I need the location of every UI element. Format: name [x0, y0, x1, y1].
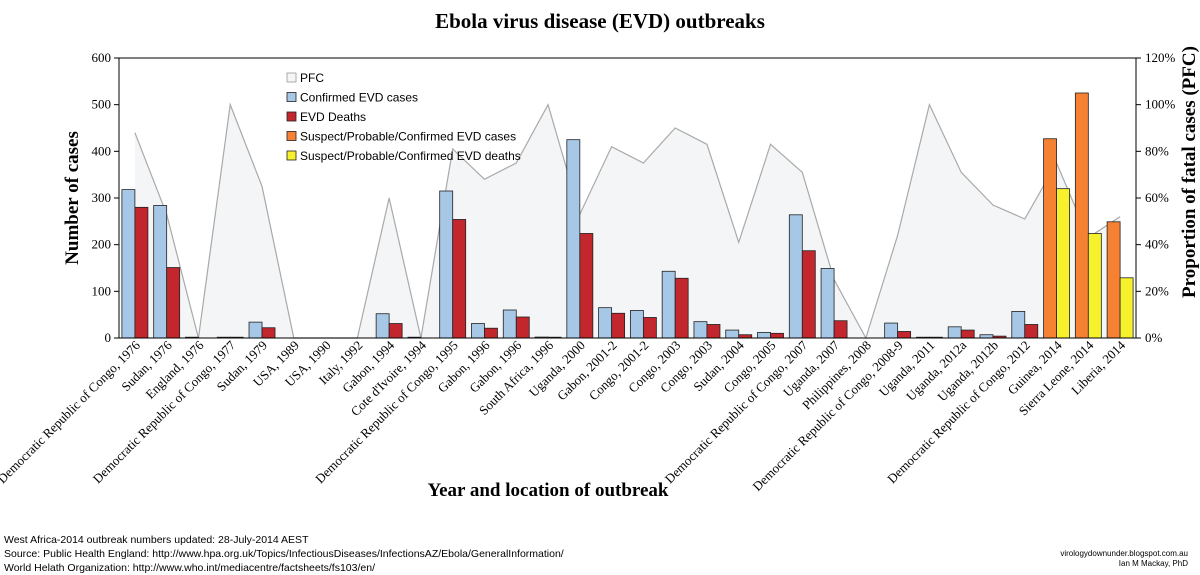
bar-evd-deaths — [579, 233, 594, 339]
bar-evd-deaths — [706, 324, 721, 339]
y-tick-label: 200 — [92, 237, 112, 252]
bar-confirmed-cases — [947, 326, 962, 339]
bar-evd-deaths — [261, 327, 276, 339]
bar-confirmed-cases — [471, 323, 485, 339]
y-tick-label: 500 — [92, 97, 112, 112]
legend-pfc-label: PFC — [300, 71, 324, 85]
bar-evd-deaths — [166, 267, 181, 339]
bar-evd-deaths — [1024, 324, 1039, 339]
bar-confirmed-cases — [693, 321, 708, 339]
bar-evd-deaths — [674, 277, 689, 339]
y2-tick-label: 120% — [1145, 50, 1176, 65]
bar-suspect-cases — [1106, 221, 1121, 339]
bar-confirmed-cases — [502, 309, 517, 339]
legend-pfc-swatch — [286, 72, 297, 83]
bar-evd-deaths — [770, 332, 784, 339]
bar-confirmed-cases — [153, 205, 168, 339]
bar-evd-deaths — [833, 320, 848, 339]
y2-tick-label: 0% — [1145, 330, 1163, 345]
bar-evd-deaths — [134, 206, 149, 339]
bar-evd-deaths — [484, 327, 498, 339]
bar-suspect-deaths — [1087, 233, 1102, 339]
y-tick-label: 400 — [92, 143, 112, 158]
y-tick-label: 100 — [92, 283, 112, 298]
y2-tick-label: 40% — [1145, 237, 1169, 252]
x-axis-title: Year and location of outbreak — [427, 480, 668, 501]
bar-confirmed-cases — [598, 307, 613, 339]
bar-confirmed-cases — [248, 321, 263, 339]
bar-suspect-cases — [1074, 92, 1089, 339]
plot-area: 0 100 200 300 400 500 600 0% 20% 40% 60% 80% 100% 120… — [0, 50, 1176, 494]
bar-confirmed-cases — [1011, 310, 1026, 339]
y-tick-label: 0 — [105, 330, 112, 345]
bar-suspect-deaths — [1056, 188, 1070, 339]
bar-evd-deaths — [960, 329, 975, 339]
bar-suspect-deaths — [1119, 277, 1134, 339]
bar-confirmed-cases — [757, 331, 771, 339]
legend-evd-deaths-label: EVD Deaths — [300, 110, 366, 124]
legend-suspect-deaths-swatch — [286, 150, 297, 161]
bar-confirmed-cases — [788, 214, 803, 339]
legend-suspect-cases-swatch — [286, 131, 297, 141]
y2-tick-label: 20% — [1145, 283, 1169, 298]
legend-suspect-deaths-label: Suspect/Probable/Confirmed EVD deaths — [300, 149, 521, 163]
bar-evd-deaths — [452, 219, 467, 339]
y2-tick-label: 100% — [1145, 97, 1176, 112]
bar-confirmed-cases — [725, 329, 740, 339]
bar-confirmed-cases — [439, 190, 454, 339]
bar-confirmed-cases — [820, 268, 835, 339]
footer-source-phe: Source: Public Health England: http://ww… — [4, 548, 564, 560]
legend-confirmed-cases-label: Confirmed EVD cases — [300, 91, 418, 105]
y2-tick-label: 60% — [1145, 190, 1169, 205]
credit-site: virologydownunder.blogspot.com.au — [1060, 549, 1188, 558]
legend-suspect-cases-label: Suspect/Probable/Confirmed EVD cases — [300, 130, 516, 144]
bar-confirmed-cases — [566, 139, 581, 339]
bar-confirmed-cases — [121, 189, 136, 339]
bar-evd-deaths — [801, 250, 816, 339]
bar-suspect-cases — [1043, 138, 1057, 339]
y-tick-label: 300 — [92, 190, 112, 205]
footer-source-who: World Helath Organization: http://www.wh… — [4, 562, 375, 574]
bar-confirmed-cases — [375, 313, 390, 339]
footer-update-note: West Africa-2014 outbreak numbers update… — [4, 534, 309, 546]
credit: virologydownunder.blogspot.com.au Ian M … — [1060, 549, 1188, 569]
bar-confirmed-cases — [884, 322, 899, 339]
chart-title: Ebola virus disease (EVD) outbreaks — [435, 9, 765, 33]
y-tick-label: 600 — [92, 50, 112, 65]
bar-evd-deaths — [515, 316, 530, 339]
footer-notes: West Africa-2014 outbreak numbers update… — [4, 533, 564, 575]
y-axis-title: Number of cases — [62, 131, 83, 265]
bar-confirmed-cases — [629, 310, 644, 339]
y2-axis-title: Proportion of fatal cases (PFC) — [1179, 46, 1200, 298]
bar-confirmed-cases — [661, 270, 676, 339]
legend-evd-deaths-swatch — [286, 111, 297, 122]
bar-evd-deaths — [897, 331, 912, 339]
legend-confirmed-cases-swatch — [286, 92, 297, 102]
legend: PFC Confirmed EVD cases EVD Deaths Suspect/… — [286, 71, 521, 163]
pfc-area — [134, 104, 1121, 338]
bar-evd-deaths — [388, 323, 403, 339]
bar-evd-deaths — [611, 312, 626, 339]
y2-tick-label: 80% — [1145, 143, 1169, 158]
bar-evd-deaths — [642, 317, 657, 339]
credit-author: Ian M Mackay, PhD — [1118, 559, 1188, 568]
